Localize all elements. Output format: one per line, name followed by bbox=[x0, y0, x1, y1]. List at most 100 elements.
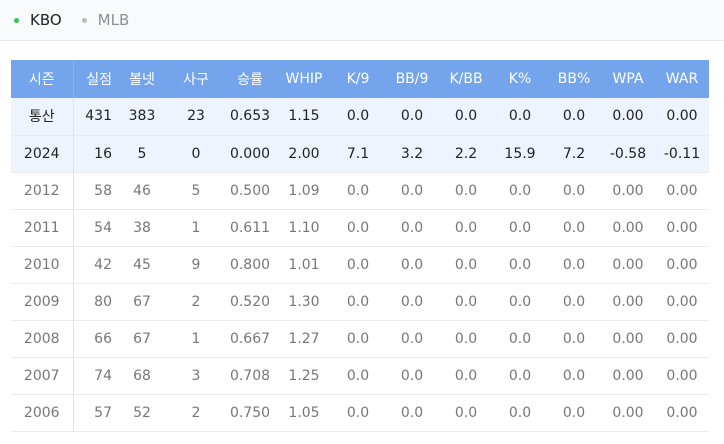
stat-cell: 0.611 bbox=[229, 219, 271, 236]
column-header[interactable]: K/9 bbox=[346, 71, 370, 87]
season-cell: 2008 bbox=[11, 320, 74, 357]
stat-cell: 0.00 bbox=[612, 108, 644, 125]
stat-cell: 2.2 bbox=[454, 145, 478, 162]
stat-cell: 1.01 bbox=[288, 256, 320, 273]
stat-cell: 0.0 bbox=[346, 367, 370, 384]
stat-cell: 3.2 bbox=[400, 145, 424, 162]
stat-cell: 0.0 bbox=[454, 404, 478, 421]
stat-cell: 0.0 bbox=[508, 367, 532, 384]
season-cell: 2024 bbox=[11, 135, 74, 172]
stat-cell: 0.708 bbox=[229, 367, 271, 384]
stat-cell: 5 bbox=[191, 182, 201, 199]
stat-cell: 0.0 bbox=[400, 293, 424, 310]
stat-cell: 0.0 bbox=[562, 108, 586, 125]
table-body: 통산 431 383 23 0.653 1.15 0.0 0.0 0.0 0.0 0.0 0.00 0.… bbox=[11, 98, 709, 431]
stat-cell: 0.0 bbox=[562, 330, 586, 347]
stat-cell: 0.0 bbox=[346, 182, 370, 199]
stat-cell: 0.0 bbox=[346, 404, 370, 421]
stat-cell: 0.750 bbox=[229, 404, 271, 421]
table-header-row: 시즌 실점 볼넷 사구 승률 WHIP K/9 BB/9 K/BB K% BB% WPA WAR bbox=[11, 60, 709, 98]
column-header[interactable]: WHIP bbox=[285, 71, 323, 87]
column-header[interactable]: BB% bbox=[557, 71, 591, 87]
stat-cell: 16 bbox=[94, 145, 112, 162]
stat-cell: 1.10 bbox=[288, 219, 320, 236]
stat-cell: 0.653 bbox=[229, 108, 271, 125]
stat-cell: 0.0 bbox=[562, 404, 586, 421]
table-row: 통산 431 383 23 0.653 1.15 0.0 0.0 0.0 0.0 0.0 0.00 0.… bbox=[11, 98, 709, 135]
stat-cell: 431 bbox=[85, 108, 112, 125]
table-row: 2009 80 67 2 0.520 1.30 0.0 0.0 0.0 0.0 0.0 0.00 0.0… bbox=[11, 283, 709, 320]
stat-cell: 0.0 bbox=[562, 256, 586, 273]
stat-cell: 0.667 bbox=[229, 330, 271, 347]
stat-cell: 1.15 bbox=[288, 108, 320, 125]
stat-cell: 0.00 bbox=[612, 256, 644, 273]
stat-cell: 15.9 bbox=[504, 145, 536, 162]
stat-cell: 0.00 bbox=[666, 293, 698, 310]
stat-cell: 0.00 bbox=[612, 182, 644, 199]
stat-cell: 45 bbox=[133, 256, 151, 273]
stat-cell: 0.0 bbox=[400, 256, 424, 273]
stat-cell: 0.520 bbox=[229, 293, 271, 310]
stat-cell: 0.0 bbox=[562, 367, 586, 384]
column-header[interactable]: 사구 bbox=[183, 72, 209, 88]
table-row: 2008 66 67 1 0.667 1.27 0.0 0.0 0.0 0.0 0.0 0.00 0.0… bbox=[11, 320, 709, 357]
stat-cell: 0.0 bbox=[508, 293, 532, 310]
stat-cell: 0.0 bbox=[508, 182, 532, 199]
stat-cell: 2 bbox=[191, 293, 201, 310]
season-stats-table: 시즌 실점 볼넷 사구 승률 WHIP K/9 BB/9 K/BB K% BB% WPA WAR 통산 4… bbox=[11, 60, 709, 432]
table-row: 2024 16 5 0 0.000 2.00 7.1 3.2 2.2 15.9 7.2 -0.58 -0… bbox=[11, 135, 709, 172]
stat-cell: 58 bbox=[94, 182, 112, 199]
season-cell: 2011 bbox=[11, 209, 74, 246]
stat-cell: 0.00 bbox=[666, 108, 698, 125]
stat-cell: 0.0 bbox=[454, 108, 478, 125]
stat-cell: 0.0 bbox=[454, 330, 478, 347]
column-header[interactable]: 시즌 bbox=[11, 60, 74, 98]
stat-cell: 0.0 bbox=[508, 330, 532, 347]
stat-cell: 0.0 bbox=[562, 182, 586, 199]
stat-cell: 46 bbox=[133, 182, 151, 199]
stat-cell: 68 bbox=[133, 367, 151, 384]
stats-table-container[interactable]: 시즌 실점 볼넷 사구 승률 WHIP K/9 BB/9 K/BB K% BB% WPA WAR 통산 4… bbox=[11, 60, 709, 444]
inactive-dot-icon bbox=[81, 17, 87, 23]
stat-cell: 0.0 bbox=[400, 108, 424, 125]
stat-cell: 57 bbox=[94, 404, 112, 421]
column-header[interactable]: 승률 bbox=[237, 72, 263, 88]
tab-kbo[interactable]: KBO bbox=[14, 11, 62, 29]
league-tabs: KBO MLB bbox=[0, 0, 724, 41]
stat-cell: -0.11 bbox=[663, 145, 701, 162]
season-cell: 통산 bbox=[11, 98, 74, 135]
season-cell: 2009 bbox=[11, 283, 74, 320]
stat-cell: 0.0 bbox=[454, 182, 478, 199]
stat-cell: 0.0 bbox=[508, 256, 532, 273]
column-header[interactable]: 실점 bbox=[86, 72, 112, 88]
stat-cell: 2.00 bbox=[288, 145, 320, 162]
stat-cell: 0.00 bbox=[666, 404, 698, 421]
stat-cell: 67 bbox=[133, 293, 151, 310]
stat-cell: 3 bbox=[191, 367, 201, 384]
stat-cell: 1.05 bbox=[288, 404, 320, 421]
stat-cell: 0.00 bbox=[666, 367, 698, 384]
stat-cell: 1.30 bbox=[288, 293, 320, 310]
column-header[interactable]: WAR bbox=[665, 71, 699, 87]
stat-cell: 0.0 bbox=[454, 256, 478, 273]
stat-cell: 0.500 bbox=[229, 182, 271, 199]
column-header[interactable]: K/BB bbox=[449, 71, 483, 87]
column-header[interactable]: BB/9 bbox=[395, 71, 429, 87]
season-cell: 2007 bbox=[11, 357, 74, 394]
stat-cell: 54 bbox=[94, 219, 112, 236]
stat-cell: 0.0 bbox=[508, 404, 532, 421]
active-dot-icon bbox=[14, 17, 19, 23]
column-header[interactable]: K% bbox=[508, 71, 532, 87]
tab-mlb[interactable]: MLB bbox=[81, 11, 129, 29]
stat-cell: 0.0 bbox=[508, 108, 532, 125]
stat-cell: 0.00 bbox=[612, 404, 644, 421]
season-cell: 2006 bbox=[11, 394, 74, 431]
stat-cell: 0.00 bbox=[612, 330, 644, 347]
stat-cell: 0.00 bbox=[666, 330, 698, 347]
column-header[interactable]: WPA bbox=[612, 71, 644, 87]
stat-cell: 0.0 bbox=[454, 367, 478, 384]
column-header[interactable]: 볼넷 bbox=[129, 72, 155, 88]
stat-cell: 0.0 bbox=[562, 219, 586, 236]
stat-cell: 0.0 bbox=[454, 219, 478, 236]
stat-cell: 0.0 bbox=[346, 256, 370, 273]
